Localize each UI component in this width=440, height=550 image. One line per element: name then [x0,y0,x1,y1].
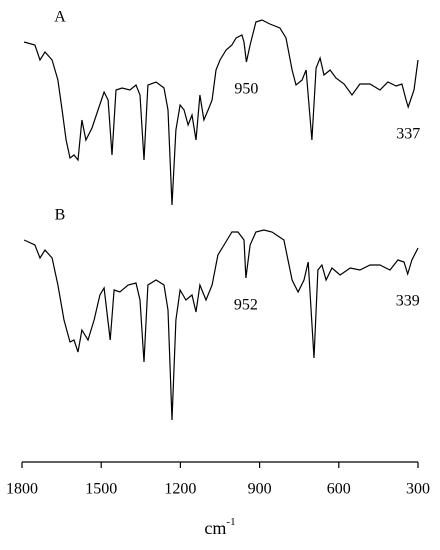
x-axis-title-sup: -1 [226,516,235,528]
spectrum-line [23,229,419,421]
x-tick-label: 1200 [164,481,196,498]
x-tick-label: 1800 [6,481,38,498]
series-label: B [55,207,66,224]
peak-annotation: 950 [234,81,258,98]
x-axis-title: cm-1 [204,516,235,539]
x-tick-label: 600 [327,481,351,498]
series-label: A [54,9,66,26]
peak-annotation: 337 [396,126,420,143]
peak-annotation: 952 [234,297,258,314]
x-tick-label: 1500 [85,481,117,498]
spectrum-line [23,19,419,206]
peak-annotation: 339 [396,293,420,310]
x-tick-label: 300 [406,481,430,498]
x-axis-title-base: cm [204,518,226,538]
x-tick-label: 900 [248,481,272,498]
